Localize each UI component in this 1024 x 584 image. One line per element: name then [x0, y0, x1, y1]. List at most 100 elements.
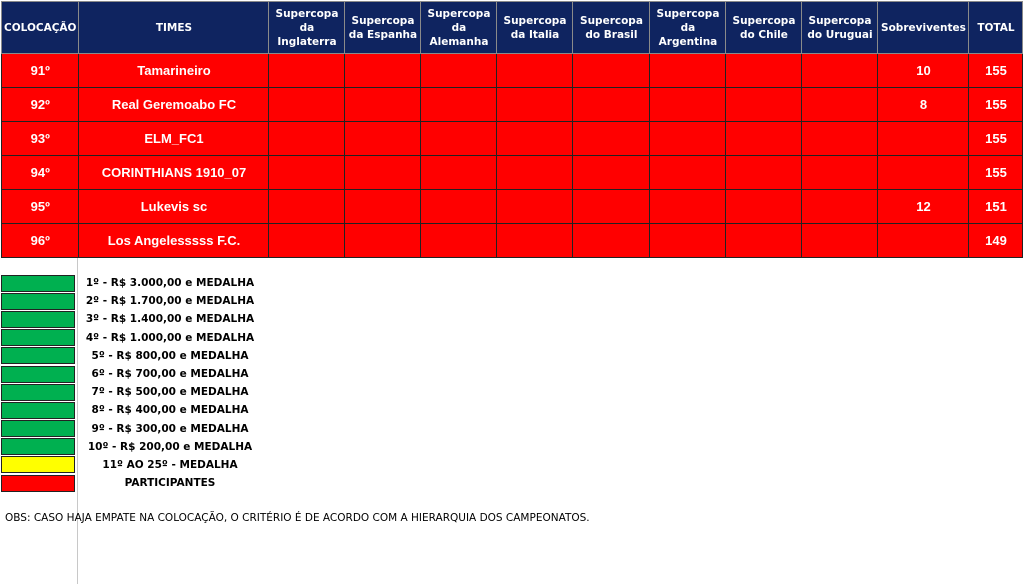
- score-cell: [572, 121, 651, 156]
- legend-swatch: [1, 329, 75, 347]
- table-row: 95º Lukevis sc 12 151: [0, 189, 1024, 224]
- legend-label: 1º - R$ 3.000,00 e MEDALHA: [85, 277, 255, 290]
- score-cell: [725, 189, 803, 224]
- legend-swatch: [1, 383, 75, 401]
- legend-label: 9º - R$ 300,00 e MEDALHA: [91, 422, 249, 435]
- table-row: 92º Real Geremoabo FC 8 155: [0, 87, 1024, 122]
- team-cell: Tamarineiro: [78, 53, 270, 88]
- score-cell: [801, 53, 879, 88]
- total-cell: 151: [968, 189, 1024, 224]
- total-cell: 155: [968, 155, 1024, 190]
- position-cell: 91º: [0, 53, 80, 88]
- column-header: Supercopa da Espanha: [344, 1, 422, 54]
- legend-label: 8º - R$ 400,00 e MEDALHA: [91, 404, 249, 417]
- score-cell: [649, 223, 727, 258]
- score-cell: [801, 223, 879, 258]
- position-cell: 93º: [0, 121, 80, 156]
- legend-item: 10º - R$ 200,00 e MEDALHA: [1, 438, 265, 456]
- legend-swatch: [1, 401, 75, 419]
- column-header: TOTAL: [968, 1, 1024, 54]
- score-cell: [572, 189, 651, 224]
- legend-label: 10º - R$ 200,00 e MEDALHA: [87, 440, 253, 453]
- legend-label: 7º - R$ 500,00 e MEDALHA: [91, 386, 249, 399]
- legend-item: 7º - R$ 500,00 e MEDALHA: [1, 383, 265, 401]
- column-header: TIMES: [78, 1, 270, 54]
- ranking-table: COLOCAÇÃO TIMES Supercopa da Inglaterra Sup…: [0, 1, 1024, 258]
- team-cell: Lukevis sc: [78, 189, 270, 224]
- legend-swatch: [1, 456, 75, 474]
- legend-label: 3º - R$ 1.400,00 e MEDALHA: [85, 313, 255, 326]
- table-row: 91º Tamarineiro 10 155: [0, 53, 1024, 88]
- legend-label: 2º - R$ 1.700,00 e MEDALHA: [85, 295, 255, 308]
- sobreviventes-cell: 12: [877, 189, 970, 224]
- score-cell: [268, 87, 346, 122]
- legend-item: 11º AO 25º - MEDALHA: [1, 456, 265, 474]
- score-cell: [572, 223, 651, 258]
- legend-swatch: [1, 474, 75, 492]
- team-cell: CORINTHIANS 1910_07: [78, 155, 270, 190]
- total-cell: 155: [968, 53, 1024, 88]
- score-cell: [268, 53, 346, 88]
- position-cell: 92º: [0, 87, 80, 122]
- score-cell: [268, 121, 346, 156]
- total-cell: 149: [968, 223, 1024, 258]
- prize-legend: 1º - R$ 3.000,00 e MEDALHA 2º - R$ 1.700,…: [1, 274, 265, 492]
- obs-note: OBS: CASO HAJA EMPATE NA COLOCAÇÃO, O CR…: [5, 512, 590, 524]
- score-cell: [572, 87, 651, 122]
- column-header: Supercopa da Argentina: [649, 1, 727, 54]
- legend-label: 4º - R$ 1.000,00 e MEDALHA: [85, 331, 255, 344]
- legend-item: 4º - R$ 1.000,00 e MEDALHA: [1, 329, 265, 347]
- team-cell: Los Angelesssss F.C.: [78, 223, 270, 258]
- sobreviventes-cell: [877, 155, 970, 190]
- score-cell: [496, 87, 574, 122]
- score-cell: [420, 189, 498, 224]
- legend-item: 6º - R$ 700,00 e MEDALHA: [1, 365, 265, 383]
- column-header: Sobreviventes: [877, 1, 970, 54]
- score-cell: [725, 53, 803, 88]
- sobreviventes-cell: [877, 223, 970, 258]
- score-cell: [725, 87, 803, 122]
- score-cell: [420, 53, 498, 88]
- column-header: Supercopa do Uruguai: [801, 1, 879, 54]
- legend-label: PARTICIPANTES: [124, 477, 216, 490]
- legend-item: 5º - R$ 800,00 e MEDALHA: [1, 347, 265, 365]
- legend-item: 3º - R$ 1.400,00 e MEDALHA: [1, 310, 265, 328]
- score-cell: [420, 121, 498, 156]
- legend-item: 9º - R$ 300,00 e MEDALHA: [1, 420, 265, 438]
- score-cell: [268, 223, 346, 258]
- total-cell: 155: [968, 87, 1024, 122]
- position-cell: 94º: [0, 155, 80, 190]
- position-cell: 95º: [0, 189, 80, 224]
- score-cell: [572, 53, 651, 88]
- score-cell: [420, 155, 498, 190]
- column-header: Supercopa da Inglaterra: [268, 1, 346, 54]
- score-cell: [801, 155, 879, 190]
- legend-swatch: [1, 365, 75, 383]
- score-cell: [344, 87, 422, 122]
- legend-label: 6º - R$ 700,00 e MEDALHA: [91, 368, 249, 381]
- score-cell: [649, 87, 727, 122]
- score-cell: [496, 189, 574, 224]
- total-cell: 155: [968, 121, 1024, 156]
- score-cell: [649, 155, 727, 190]
- column-header: Supercopa do Chile: [725, 1, 803, 54]
- table-row: 96º Los Angelesssss F.C. 149: [0, 223, 1024, 258]
- legend-swatch: [1, 292, 75, 310]
- score-cell: [649, 53, 727, 88]
- score-cell: [344, 189, 422, 224]
- score-cell: [496, 223, 574, 258]
- score-cell: [344, 121, 422, 156]
- legend-swatch: [1, 274, 75, 292]
- legend-swatch: [1, 310, 75, 328]
- column-header: Supercopa da Alemanha: [420, 1, 498, 54]
- score-cell: [801, 87, 879, 122]
- legend-label: 11º AO 25º - MEDALHA: [102, 458, 238, 471]
- score-cell: [344, 223, 422, 258]
- score-cell: [268, 189, 346, 224]
- score-cell: [344, 155, 422, 190]
- score-cell: [496, 53, 574, 88]
- sobreviventes-cell: [877, 121, 970, 156]
- score-cell: [725, 121, 803, 156]
- team-cell: ELM_FC1: [78, 121, 270, 156]
- table-row: 93º ELM_FC1 155: [0, 121, 1024, 156]
